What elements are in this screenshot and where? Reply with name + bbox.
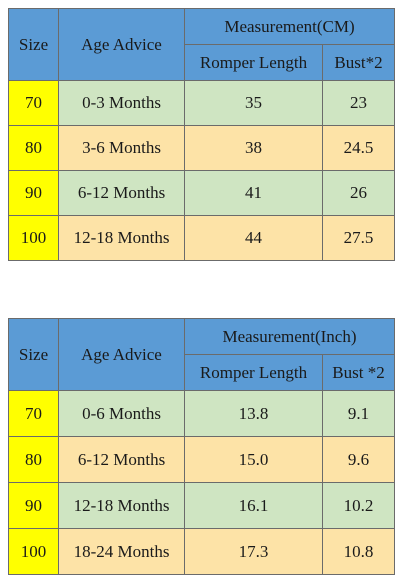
bust-cell: 26 [322, 170, 395, 216]
table-row: 100 12-18 Months 44 27.5 [8, 215, 395, 261]
romper-length-cell: 44 [184, 215, 323, 261]
size-cell: 100 [8, 215, 59, 261]
romper-length-cell: 41 [184, 170, 323, 216]
table-row: 100 18-24 Months 17.3 10.8 [8, 528, 395, 575]
table-row: 80 3-6 Months 38 24.5 [8, 125, 395, 171]
romper-length-cell: 17.3 [184, 528, 323, 575]
age-cell: 6-12 Months [58, 170, 185, 216]
table-row: 80 6-12 Months 15.0 9.6 [8, 436, 395, 483]
age-cell: 0-3 Months [58, 80, 185, 126]
age-cell: 3-6 Months [58, 125, 185, 171]
header-age-advice: Age Advice [58, 318, 185, 391]
header-size: Size [8, 318, 59, 391]
age-cell: 12-18 Months [58, 215, 185, 261]
table-row: 70 0-6 Months 13.8 9.1 [8, 390, 395, 437]
bust-cell: 27.5 [322, 215, 395, 261]
header-bust: Bust*2 [322, 44, 395, 81]
table-row: 90 6-12 Months 41 26 [8, 170, 395, 216]
bust-cell: 9.1 [322, 390, 395, 437]
romper-length-cell: 38 [184, 125, 323, 171]
size-cell: 80 [8, 436, 59, 483]
romper-length-cell: 15.0 [184, 436, 323, 483]
size-cell: 70 [8, 80, 59, 126]
table-row: 90 12-18 Months 16.1 10.2 [8, 482, 395, 529]
header-bust: Bust *2 [322, 354, 395, 391]
header-romper-length: Romper Length [184, 44, 323, 81]
bust-cell: 10.8 [322, 528, 395, 575]
romper-length-cell: 16.1 [184, 482, 323, 529]
size-cell: 90 [8, 482, 59, 529]
size-cell: 80 [8, 125, 59, 171]
bust-cell: 23 [322, 80, 395, 126]
header-size: Size [8, 8, 59, 81]
header-romper-length: Romper Length [184, 354, 323, 391]
age-cell: 0-6 Months [58, 390, 185, 437]
size-cell: 70 [8, 390, 59, 437]
table-row: 70 0-3 Months 35 23 [8, 80, 395, 126]
bust-cell: 9.6 [322, 436, 395, 483]
size-chart-cm: Size Age Advice Measurement(CM) Romper L… [8, 8, 395, 261]
size-cell: 100 [8, 528, 59, 575]
bust-cell: 24.5 [322, 125, 395, 171]
romper-length-cell: 13.8 [184, 390, 323, 437]
bust-cell: 10.2 [322, 482, 395, 529]
age-cell: 6-12 Months [58, 436, 185, 483]
header-measurement: Measurement(Inch) [184, 318, 395, 355]
size-chart-inch: Size Age Advice Measurement(Inch) Romper… [8, 318, 395, 575]
header-measurement: Measurement(CM) [184, 8, 395, 45]
header-age-advice: Age Advice [58, 8, 185, 81]
romper-length-cell: 35 [184, 80, 323, 126]
age-cell: 18-24 Months [58, 528, 185, 575]
age-cell: 12-18 Months [58, 482, 185, 529]
size-cell: 90 [8, 170, 59, 216]
